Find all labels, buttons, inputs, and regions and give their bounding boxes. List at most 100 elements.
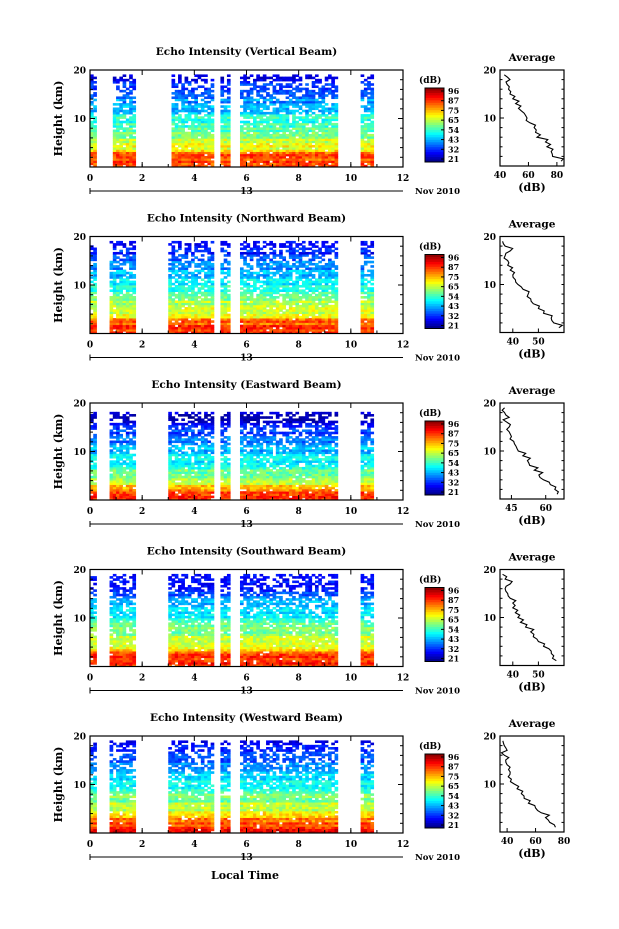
heatmap-cell bbox=[116, 304, 120, 308]
heatmap-cell bbox=[197, 118, 202, 122]
heatmap-cell bbox=[321, 307, 326, 310]
heatmap-cell bbox=[275, 107, 280, 111]
heatmap-cell bbox=[171, 153, 176, 157]
heatmap-cell bbox=[171, 158, 176, 161]
heatmap-cell bbox=[266, 111, 270, 115]
heatmap-cell bbox=[243, 329, 247, 332]
heatmap-cell bbox=[191, 155, 195, 159]
heatmap-cell bbox=[194, 160, 198, 163]
heatmap-cell bbox=[334, 287, 339, 290]
heatmap-cell bbox=[249, 247, 254, 251]
heatmap-cell bbox=[266, 243, 270, 246]
heatmap-cell bbox=[178, 464, 182, 468]
heatmap-cell bbox=[301, 94, 306, 97]
heatmap-cell bbox=[262, 289, 267, 293]
heatmap-cell bbox=[112, 455, 117, 459]
average-title: Average bbox=[508, 219, 556, 231]
heatmap-cell bbox=[112, 416, 117, 419]
heatmap-cell bbox=[184, 473, 189, 477]
heatmap-cell bbox=[334, 96, 339, 100]
heatmap-cell bbox=[243, 247, 247, 251]
heatmap-cell bbox=[93, 464, 97, 468]
heatmap-cell bbox=[259, 311, 264, 315]
heatmap-cell bbox=[266, 289, 270, 293]
heatmap-cell bbox=[129, 118, 133, 122]
heatmap-cell bbox=[363, 92, 368, 95]
heatmap-cell bbox=[226, 273, 231, 277]
heatmap-cell bbox=[282, 282, 287, 286]
heatmap-cell bbox=[122, 480, 127, 483]
heatmap-cell bbox=[125, 477, 130, 481]
heatmap-cell bbox=[334, 293, 339, 297]
heatmap-cell bbox=[210, 144, 215, 148]
heatmap-cell bbox=[308, 109, 313, 113]
heatmap-cell bbox=[112, 414, 117, 417]
heatmap-cell bbox=[298, 311, 303, 315]
heatmap-cell bbox=[116, 466, 120, 470]
heatmap-cell bbox=[331, 92, 335, 95]
heatmap-cell bbox=[367, 118, 371, 122]
heatmap-cell bbox=[93, 158, 97, 161]
heatmap-cell bbox=[171, 249, 176, 253]
heatmap-cell bbox=[328, 315, 332, 319]
heatmap-cell bbox=[282, 160, 287, 163]
heatmap-cell bbox=[204, 455, 208, 459]
heatmap-cell bbox=[116, 475, 120, 479]
heatmap-cell bbox=[93, 147, 97, 150]
heatmap-cell bbox=[125, 247, 130, 251]
heatmap-cell bbox=[168, 433, 172, 437]
heatmap-cell bbox=[174, 486, 179, 490]
heatmap-cell bbox=[292, 138, 296, 141]
heatmap-cell bbox=[207, 258, 212, 262]
heatmap-cell bbox=[243, 83, 247, 86]
heatmap-cell bbox=[207, 300, 212, 304]
heatmap-cell bbox=[226, 162, 231, 166]
heatmap-cell bbox=[331, 324, 335, 328]
heatmap-cell bbox=[298, 298, 303, 301]
heatmap-cell bbox=[194, 278, 198, 281]
heatmap-cell bbox=[178, 245, 182, 248]
heatmap-cell bbox=[246, 265, 251, 268]
heatmap-cell bbox=[331, 326, 335, 330]
heatmap-cell bbox=[184, 291, 189, 295]
heatmap-cell bbox=[239, 273, 244, 277]
heatmap-cell bbox=[191, 493, 195, 496]
heatmap-cell bbox=[298, 153, 303, 157]
heatmap-cell bbox=[314, 125, 319, 128]
heatmap-cell bbox=[367, 160, 371, 163]
heatmap-cell bbox=[272, 142, 277, 146]
heatmap-cell bbox=[129, 326, 133, 330]
heatmap-cell bbox=[204, 293, 208, 297]
heatmap-cell bbox=[90, 289, 94, 293]
heatmap-cell bbox=[125, 92, 130, 95]
heatmap-cell bbox=[181, 278, 185, 281]
heatmap-cell bbox=[207, 118, 212, 122]
heatmap-cell bbox=[168, 278, 172, 281]
heatmap-cell bbox=[256, 136, 260, 139]
heatmap-cell bbox=[194, 307, 198, 310]
heatmap-cell bbox=[220, 247, 225, 251]
heatmap-cell bbox=[184, 149, 189, 152]
heatmap-cell bbox=[178, 273, 182, 277]
heatmap-cell bbox=[194, 298, 198, 301]
heatmap-cell bbox=[331, 96, 335, 100]
heatmap-cell bbox=[204, 78, 208, 82]
heatmap-cell bbox=[178, 488, 182, 492]
heatmap-cell bbox=[243, 144, 247, 148]
heatmap-cell bbox=[181, 471, 185, 474]
heatmap-cell bbox=[207, 89, 212, 93]
heatmap-cell bbox=[204, 120, 208, 124]
heatmap-cell bbox=[239, 151, 244, 155]
heatmap-cell bbox=[191, 436, 195, 439]
heatmap-cell bbox=[187, 466, 192, 470]
heatmap-cell bbox=[194, 309, 198, 312]
heatmap-cell bbox=[318, 114, 322, 117]
heatmap-cell bbox=[282, 92, 287, 95]
heatmap-cell bbox=[93, 324, 97, 328]
heatmap-cell bbox=[259, 320, 264, 323]
heatmap-cell bbox=[324, 122, 329, 126]
heatmap-cell bbox=[171, 460, 176, 463]
heatmap-cell bbox=[246, 162, 251, 166]
heatmap-cell bbox=[129, 160, 133, 163]
